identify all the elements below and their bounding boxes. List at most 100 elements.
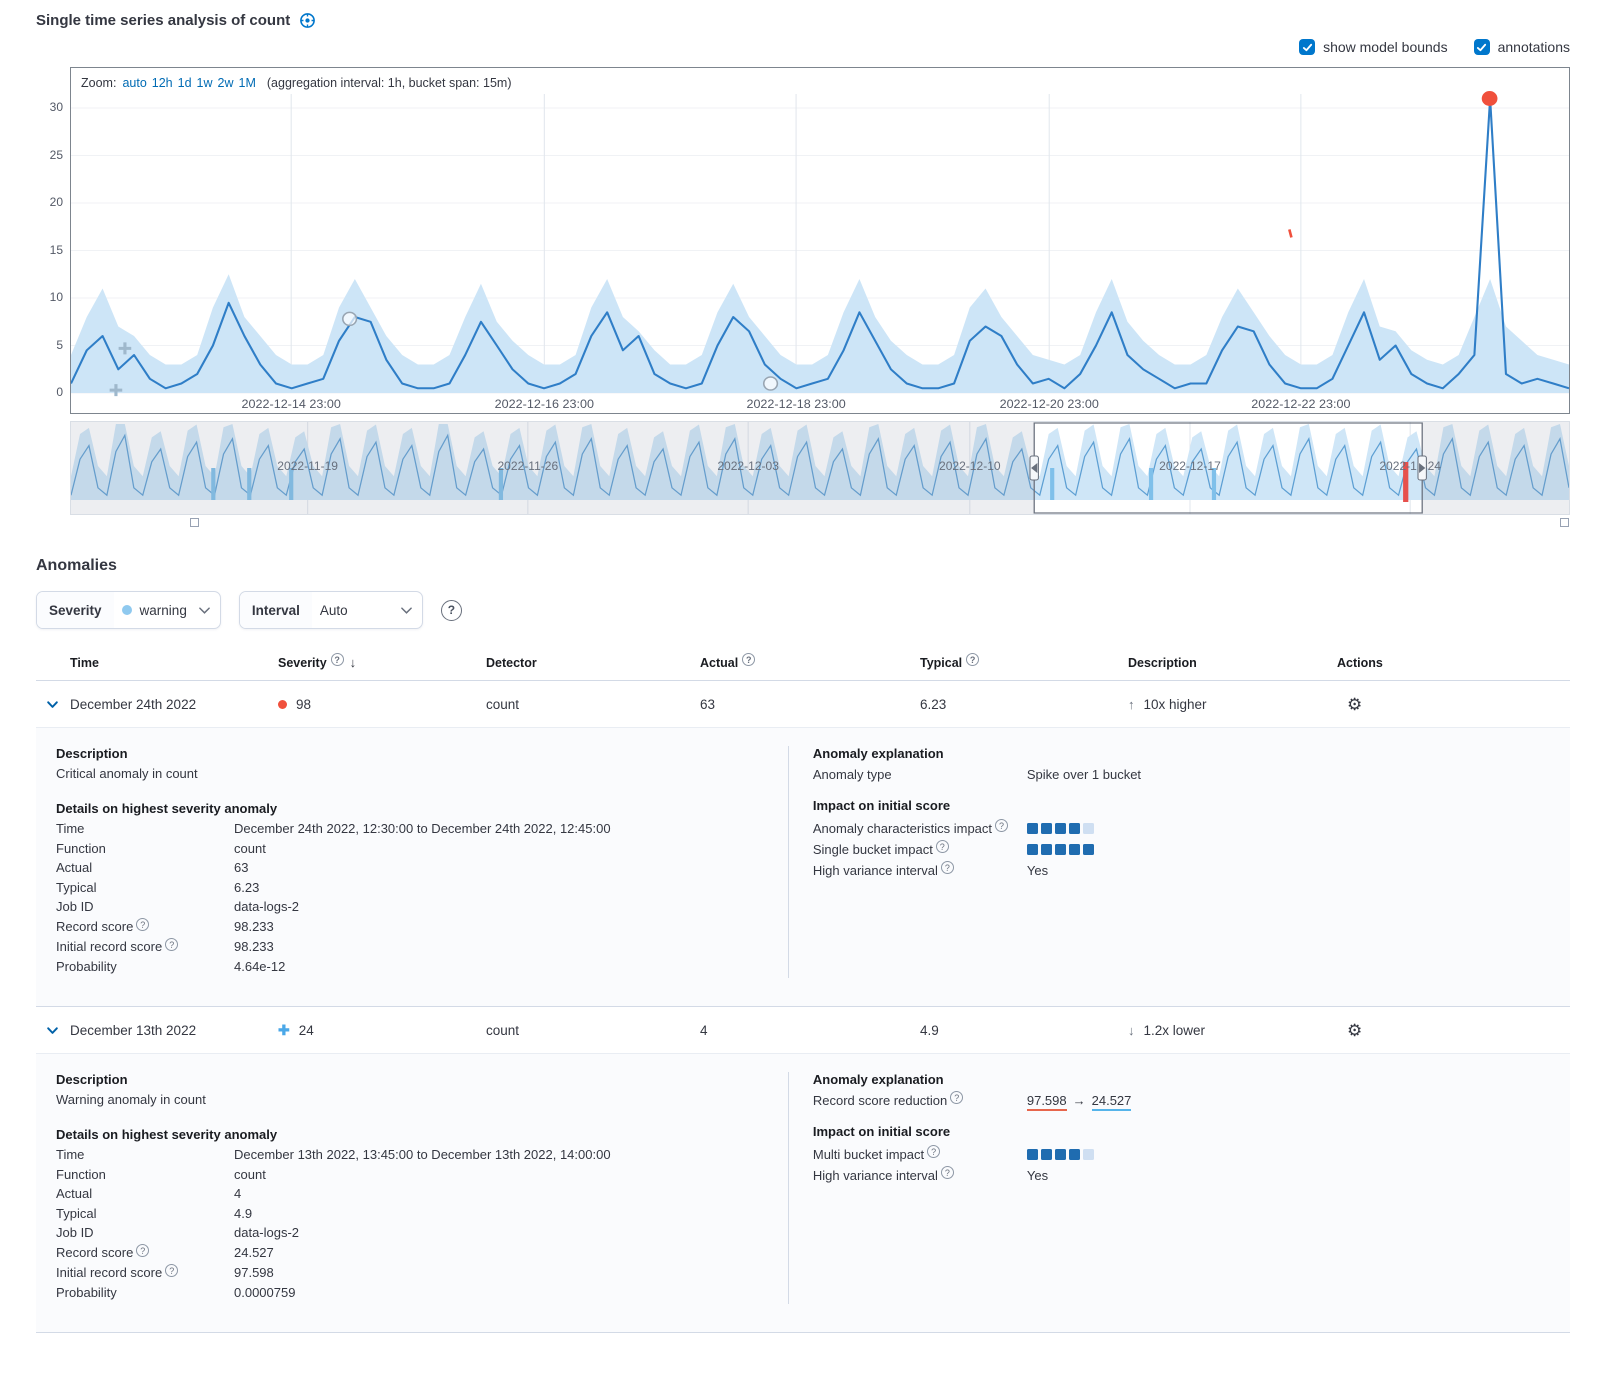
track-handle-right[interactable]	[1560, 518, 1569, 527]
zoom-option-1M[interactable]: 1M	[238, 76, 256, 90]
details-description-text: Warning anomaly in count	[56, 1092, 206, 1107]
initial-score-value: 97.598	[1026, 1093, 1067, 1111]
zoom-option-1w[interactable]: 1w	[196, 76, 213, 90]
help-icon[interactable]: ?	[165, 1264, 179, 1277]
severity-filter-label: Severity	[37, 592, 114, 628]
interval-select[interactable]: Interval Auto	[238, 591, 423, 629]
anomaly-detector: count	[486, 1022, 520, 1038]
severity-filter[interactable]: Severity warning	[36, 591, 221, 629]
detail-field-value: 63	[234, 860, 249, 875]
expanded-row-details: Description Warning anomaly in count Det…	[36, 1054, 1570, 1333]
detail-field: Job ID data-logs-2	[56, 1225, 300, 1240]
severity-filter-value: warning	[139, 602, 187, 618]
column-info-icon[interactable]: ?	[742, 653, 756, 666]
table-header-row: Time Severity? ↓ Detector Actual? Typical? Des…	[36, 649, 1570, 681]
y-axis-tick: 20	[49, 195, 63, 209]
show-model-bounds-checkbox[interactable]: show model bounds	[1299, 39, 1448, 55]
context-warning-anomaly-tick	[247, 468, 252, 500]
detail-field: Function count	[56, 840, 266, 856]
detail-field: Actual 4	[56, 1186, 242, 1201]
detail-field: Record score? 98.233	[56, 918, 274, 934]
context-warning-anomaly-tick	[1050, 468, 1055, 500]
row-actions-button[interactable]: ⚙	[1337, 1022, 1362, 1039]
warning-anomaly-marker	[118, 342, 132, 355]
svg-text:2022-12-22 23:00: 2022-12-22 23:00	[1251, 397, 1350, 411]
annotations-checkbox[interactable]: annotations	[1473, 39, 1570, 55]
detail-field: Time December 13th 2022, 13:45:00 to Dec…	[56, 1147, 611, 1162]
anomaly-severity: ✚ 24	[278, 1022, 314, 1038]
column-header-typical: Typical?	[920, 653, 1128, 670]
details-description-text: Critical anomaly in count	[56, 766, 198, 781]
explanation-title: Anomaly explanation	[812, 746, 944, 761]
detail-field-value: data-logs-2	[234, 1225, 300, 1240]
y-axis-tick: 0	[56, 385, 63, 399]
detail-field: Record score? 24.527	[56, 1244, 274, 1260]
main-timeseries-chart[interactable]: 2022-12-14 23:00 2022-12-16 23:00 2022-12-…	[71, 68, 1569, 413]
anomaly-actual: 63	[700, 696, 716, 712]
zoom-option-2w[interactable]: 2w	[217, 76, 234, 90]
y-axis-tick: 25	[49, 148, 63, 162]
zoom-label: Zoom:	[81, 76, 117, 90]
detail-field: Actual 63	[56, 860, 249, 875]
help-icon[interactable]: ?	[940, 861, 954, 874]
chart-toolbar: show model bounds annotations	[36, 29, 1570, 67]
brush-handle-left[interactable]	[1029, 455, 1039, 481]
anomaly-time: December 24th 2022	[70, 696, 197, 712]
svg-text:2022-12-24: 2022-12-24	[1379, 460, 1441, 473]
help-icon[interactable]: ?	[136, 918, 150, 931]
reduced-score-value: 24.527	[1091, 1093, 1132, 1111]
context-warning-anomaly-tick	[498, 468, 504, 500]
details-left-column: Description Warning anomaly in count Det…	[46, 1072, 788, 1304]
help-icon[interactable]: ?	[165, 938, 179, 951]
anomaly-detector: count	[486, 696, 520, 712]
column-info-icon[interactable]: ?	[966, 653, 980, 666]
detail-field: Initial record score? 97.598	[56, 1264, 274, 1280]
help-icon[interactable]: ?	[950, 1091, 964, 1104]
detail-field: Probability 4.64e-12	[56, 958, 286, 974]
context-overview-chart[interactable]: 2022-11-19 2022-11-26 2022-12-03 2022-12-10…	[71, 422, 1569, 514]
impact-row: Multi bucket impact?	[813, 1145, 1560, 1162]
y-axis-tick: 5	[56, 338, 63, 352]
impact-score-bar	[1026, 844, 1094, 855]
context-bounds-band	[71, 424, 1569, 500]
impact-score-bar	[1026, 1149, 1094, 1160]
svg-text:2022-12-16 23:00: 2022-12-16 23:00	[495, 397, 594, 411]
anomaly-typical: 6.23	[920, 696, 947, 712]
y-axis-tick: 10	[49, 290, 63, 304]
anomaly-time: December 13th 2022	[70, 1022, 197, 1038]
row-expand-button[interactable]	[44, 696, 70, 713]
context-warning-anomaly-tick	[289, 468, 294, 500]
row-actions-button[interactable]: ⚙	[1337, 696, 1362, 713]
column-info-icon[interactable]: ?	[330, 653, 344, 666]
help-icon[interactable]: ?	[136, 1244, 150, 1257]
row-expand-button[interactable]	[44, 1022, 70, 1039]
zoom-option-1d[interactable]: 1d	[177, 76, 192, 90]
main-chart-box[interactable]: Zoom: auto 12h 1d 1w 2w 1M (aggregation inter…	[70, 67, 1570, 414]
detail-field-value: 98.233	[234, 938, 274, 954]
help-icon[interactable]: ?	[995, 819, 1009, 832]
show-model-bounds-label: show model bounds	[1323, 39, 1448, 55]
help-icon[interactable]: ?	[927, 1145, 941, 1158]
interval-help-button[interactable]: ?	[440, 599, 462, 621]
column-header-severity[interactable]: Severity? ↓	[278, 653, 357, 670]
detail-field: Initial record score? 98.233	[56, 938, 274, 954]
zoom-option-auto[interactable]: auto	[122, 76, 147, 90]
details-description-title: Description	[56, 1072, 128, 1087]
context-chart-wrap: 2022-11-19 2022-11-26 2022-12-03 2022-12-10…	[70, 421, 1570, 515]
detail-field-value: 4	[234, 1186, 242, 1201]
zoom-option-12h[interactable]: 12h	[151, 76, 173, 90]
help-icon[interactable]: ?	[935, 840, 949, 853]
help-icon[interactable]: ?	[940, 1166, 954, 1179]
explanation-row: High variance interval? Yes	[812, 1166, 1049, 1183]
brush-handle-right[interactable]	[1417, 455, 1427, 481]
up-arrow-icon: ↑	[1128, 696, 1135, 712]
value-line	[71, 97, 1569, 390]
column-header-actions: Actions	[1337, 655, 1383, 670]
details-description-title: Description	[56, 746, 128, 761]
track-handle-left[interactable]	[190, 518, 199, 527]
details-left-column: Description Critical anomaly in count De…	[46, 746, 788, 978]
svg-text:2022-12-10: 2022-12-10	[939, 460, 1001, 473]
context-track	[70, 515, 1570, 531]
explanation-row: Anomaly type Spike over 1 bucket	[812, 767, 1142, 782]
